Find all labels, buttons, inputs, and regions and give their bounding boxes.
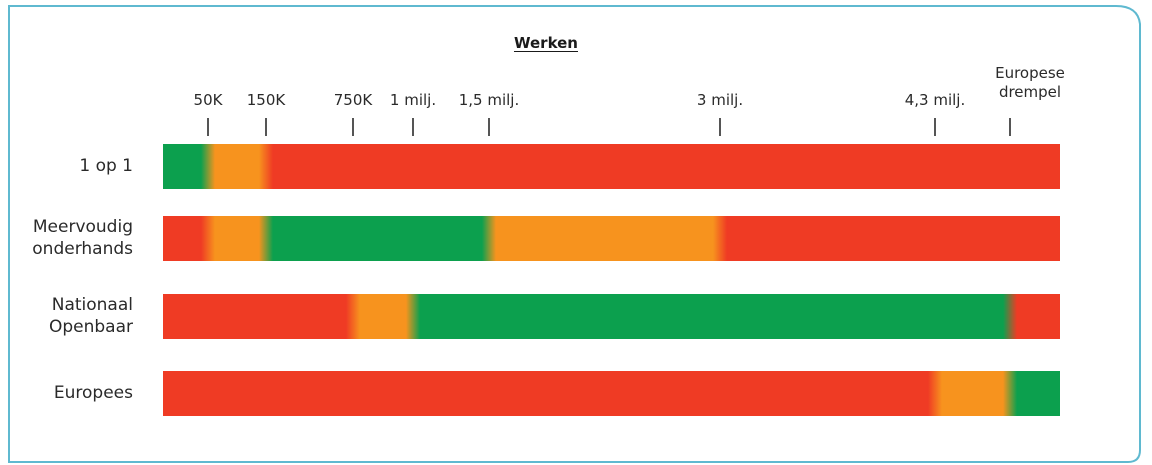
row-label: Europees — [53, 383, 133, 403]
tick-label: 50K — [193, 91, 223, 109]
chart-title: Werken — [513, 34, 578, 52]
tick-line — [352, 118, 354, 136]
tick-line — [719, 118, 721, 136]
segment-red — [163, 216, 208, 261]
tick-label: Europese drempel — [995, 64, 1065, 101]
tick-line — [1009, 118, 1011, 136]
tick-label: 1 milj. — [389, 91, 437, 109]
row-bar — [163, 294, 1060, 339]
segment-orange — [208, 216, 266, 261]
tick-line — [207, 118, 209, 136]
segment-red — [1010, 294, 1060, 339]
row-label: 1 op 1 — [79, 156, 133, 176]
row-label: Meervoudig onderhands — [32, 217, 133, 259]
tick-line — [488, 118, 490, 136]
tick-label: 1,5 milj. — [458, 91, 520, 109]
segment-red — [266, 144, 1060, 189]
segment-green — [163, 144, 208, 189]
segment-red — [163, 371, 935, 416]
row-bar — [163, 371, 1060, 416]
tick-label: 3 milj. — [696, 91, 744, 109]
tick-line — [265, 118, 267, 136]
segment-red — [163, 294, 353, 339]
segment-red — [720, 216, 1060, 261]
tick-line — [934, 118, 936, 136]
tick-label: 750K — [333, 91, 373, 109]
segment-orange — [208, 144, 266, 189]
segment-green — [266, 216, 489, 261]
tick-line — [412, 118, 414, 136]
tick-label: 4,3 milj. — [904, 91, 966, 109]
segment-orange — [353, 294, 413, 339]
row-bar — [163, 216, 1060, 261]
row-label: Nationaal Openbaar — [48, 295, 133, 337]
segment-orange — [489, 216, 720, 261]
segment-orange — [935, 371, 1010, 416]
segment-green — [413, 294, 1010, 339]
frame-border — [8, 5, 1141, 463]
segment-green — [1010, 371, 1060, 416]
row-bar — [163, 144, 1060, 189]
tick-label: 150K — [246, 91, 286, 109]
